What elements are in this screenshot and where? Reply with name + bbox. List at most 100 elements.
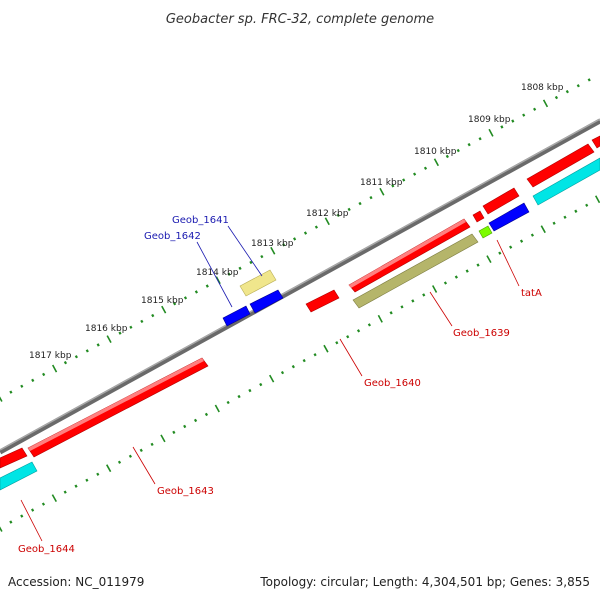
scale-dot	[20, 384, 24, 388]
scale-dot	[336, 213, 340, 218]
scale-dot	[467, 142, 471, 147]
accession-text: Accession: NC_011979	[8, 575, 144, 589]
backbone-highlight	[0, 118, 600, 451]
scale-dot	[280, 370, 285, 375]
gene-geob-1641[interactable]	[239, 269, 277, 297]
scale-dot	[358, 201, 362, 206]
scale-dot	[314, 225, 318, 229]
label-geob-1642[interactable]: Geob_1642	[144, 231, 201, 242]
scale-dot	[282, 243, 286, 247]
scale-dot	[347, 207, 351, 212]
gene-geob-1640[interactable]	[305, 289, 340, 313]
scale-dot	[587, 78, 591, 82]
gene-reverse-right[interactable]	[488, 202, 530, 232]
scale-tick	[51, 494, 57, 502]
scale-dot	[411, 299, 415, 303]
scale-dot	[226, 400, 230, 405]
scale-dot	[576, 84, 580, 88]
scale-label: 1812 kbp	[306, 209, 349, 219]
scale-dot	[248, 388, 252, 393]
scale-dot	[259, 382, 263, 387]
scale-dot	[574, 209, 578, 213]
map-title: Geobacter sp. FRC-32, complete genome	[166, 12, 434, 27]
gene-geob-1641-blue[interactable]	[249, 289, 284, 314]
scale-dot	[129, 325, 133, 329]
scale-tick	[379, 187, 385, 196]
scale-label: 1816 kbp	[85, 324, 128, 334]
scale-tick	[433, 158, 440, 167]
gene-upper-right-1[interactable]	[526, 143, 595, 188]
scale-dot	[389, 311, 393, 315]
scale-dot	[402, 178, 406, 182]
scale-dot	[238, 266, 242, 271]
scale-dot	[533, 107, 537, 111]
scale-label: 1808 kbp	[521, 83, 564, 93]
scale-dot	[530, 233, 534, 237]
scale-dot	[302, 358, 306, 363]
scale-dot	[291, 364, 295, 369]
scale-dot	[140, 319, 144, 324]
scale-dot	[194, 290, 198, 294]
leader-lines	[20, 225, 520, 542]
label-geob-1641[interactable]: Geob_1641	[172, 215, 229, 226]
scale-dot	[96, 472, 100, 476]
gene-small-forward-2[interactable]	[482, 187, 520, 215]
genome-backbone	[0, 118, 600, 455]
genome-summary-text: Topology: circular; Length: 4,304,501 bp…	[259, 575, 590, 589]
gene-upper-right-2[interactable]	[591, 135, 600, 149]
scale-dot	[9, 520, 13, 524]
gene-geob-1644-forward[interactable]	[0, 447, 28, 469]
scale-dot	[519, 239, 524, 243]
label-tata[interactable]: tatA	[521, 288, 542, 299]
scale-label: 1809 kbp	[468, 115, 511, 125]
scale-label: 1817 kbp	[29, 351, 72, 361]
scale-dot	[9, 390, 13, 394]
scale-dot	[423, 166, 428, 170]
scale-dot	[85, 349, 89, 353]
scale-tick	[0, 526, 3, 532]
scale-dot	[303, 231, 308, 235]
scale-dot	[445, 154, 449, 159]
scale-dot	[183, 424, 187, 429]
gene-geob-1643-bevel	[28, 358, 204, 451]
scale-dot	[346, 335, 350, 339]
gene-large-forward[interactable]	[348, 218, 471, 293]
scale-dot	[193, 418, 198, 423]
scale-dot	[173, 302, 177, 306]
scale-dot	[227, 272, 231, 276]
scale-tick	[106, 335, 112, 343]
scale-dot	[31, 378, 35, 383]
gene-small-forward-1[interactable]	[472, 210, 485, 223]
scale-dot	[413, 172, 417, 176]
label-geob-1639[interactable]: Geob_1639	[453, 328, 510, 339]
scale-dot	[422, 293, 426, 297]
scale-dot	[96, 343, 100, 347]
feature-cyan-right[interactable]	[532, 157, 600, 206]
scale-dot	[139, 448, 143, 453]
scale-tick	[215, 276, 221, 285]
gene-tata[interactable]	[478, 225, 493, 239]
scale-dot	[391, 184, 395, 188]
scale-dot	[128, 454, 132, 458]
gene-geob-1639[interactable]	[352, 233, 479, 309]
label-geob-1643[interactable]: Geob_1643	[157, 486, 214, 497]
leader-geob-1640	[339, 338, 363, 377]
gene-geob-1642[interactable]	[222, 305, 251, 327]
leader-geob-1643	[132, 446, 156, 485]
feature-layer	[0, 135, 600, 491]
scale-label: 1814 kbp	[196, 268, 239, 278]
leader-geob-1642	[196, 241, 233, 308]
scale-dot	[117, 460, 122, 464]
scale-tick	[214, 404, 220, 413]
label-geob-1644[interactable]: Geob_1644	[18, 544, 75, 555]
scale-dot	[260, 254, 264, 259]
scale-dot	[356, 329, 361, 333]
feature-cyan-left[interactable]	[0, 461, 38, 491]
scale-dot	[74, 355, 78, 359]
scale-dot	[293, 237, 297, 241]
label-geob-1640[interactable]: Geob_1640	[364, 378, 421, 389]
scale-dot	[313, 353, 317, 357]
gene-large-forward-bevel	[349, 219, 466, 288]
scale-dot	[41, 502, 46, 506]
